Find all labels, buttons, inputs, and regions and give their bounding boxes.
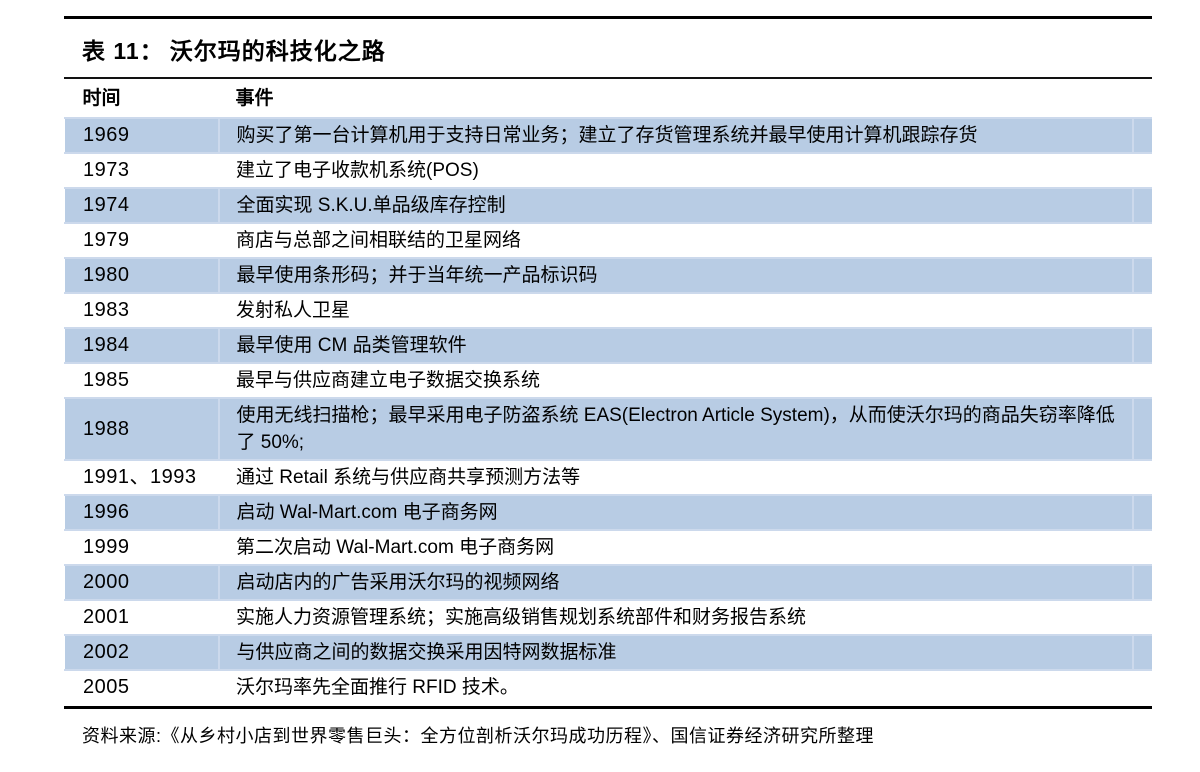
event-cell: 启动 Wal-Mart.com 电子商务网 bbox=[217, 494, 1133, 531]
table-caption: 表 11： 沃尔玛的科技化之路 bbox=[64, 19, 1152, 77]
header-row: 时间 事件 bbox=[65, 79, 1152, 118]
spacer-cell bbox=[1131, 117, 1152, 154]
caption-divider-rule bbox=[64, 77, 1152, 79]
event-cell: 实施人力资源管理系统；实施高级销售规划系统部件和财务报告系统 bbox=[236, 607, 807, 628]
table-row: 1979 商店与总部之间相联结的卫星网络 bbox=[65, 223, 1152, 258]
table-row: 1996 启动 Wal-Mart.com 电子商务网 bbox=[64, 494, 1152, 531]
year-cell: 1999 bbox=[83, 536, 130, 558]
spacer-cell bbox=[1131, 327, 1152, 364]
spacer-cell bbox=[1131, 634, 1152, 671]
spacer-cell bbox=[1133, 153, 1152, 188]
year-cell: 1988 bbox=[64, 397, 219, 461]
table-row: 1980 最早使用条形码；并于当年统一产品标识码 bbox=[64, 257, 1152, 294]
table-row: 1974 全面实现 S.K.U.单品级库存控制 bbox=[64, 187, 1152, 224]
source-note: 资料来源:《从乡村小店到世界零售巨头：全方位剖析沃尔玛成功历程》、国信证券经济研… bbox=[82, 725, 874, 746]
year-cell: 1979 bbox=[83, 229, 130, 251]
event-cell: 购买了第一台计算机用于支持日常业务；建立了存货管理系统并最早使用计算机跟踪存货 bbox=[217, 117, 1133, 154]
year-cell: 1983 bbox=[83, 299, 130, 321]
table-number-label: 表 11： bbox=[82, 38, 164, 64]
table-title: 沃尔玛的科技化之路 bbox=[169, 38, 386, 64]
year-cell: 2000 bbox=[64, 564, 219, 601]
spacer-cell bbox=[1131, 397, 1152, 461]
spacer-cell bbox=[1131, 564, 1152, 601]
year-cell: 1996 bbox=[64, 494, 219, 531]
table-row: 1984 最早使用 CM 品类管理软件 bbox=[64, 327, 1152, 364]
spacer-cell bbox=[1133, 223, 1152, 258]
year-cell: 1984 bbox=[64, 327, 219, 364]
spacer-cell bbox=[1131, 494, 1152, 531]
year-cell: 1973 bbox=[83, 159, 130, 181]
year-cell: 1985 bbox=[83, 369, 130, 391]
spacer-cell bbox=[1133, 530, 1152, 565]
spacer-cell bbox=[1133, 363, 1152, 398]
column-header-spacer bbox=[1133, 79, 1152, 118]
timeline-table: 时间 事件 1969 购买了第一台计算机用于支持日常业务；建立了存货管理系统并最早… bbox=[64, 79, 1152, 706]
event-cell: 沃尔玛率先全面推行 RFID 技术。 bbox=[236, 677, 519, 699]
event-cell: 发射私人卫星 bbox=[236, 300, 351, 321]
table-row: 1988 使用无线扫描枪；最早采用电子防盗系统 EAS(Electron Arti… bbox=[64, 397, 1152, 461]
table-row: 2005 沃尔玛率先全面推行 RFID 技术。 bbox=[65, 670, 1152, 705]
table-row: 2001 实施人力资源管理系统；实施高级销售规划系统部件和财务报告系统 bbox=[65, 600, 1152, 635]
table-row: 1973 建立了电子收款机系统(POS) bbox=[65, 153, 1152, 188]
spacer-cell bbox=[1133, 460, 1152, 495]
year-cell: 2002 bbox=[64, 634, 219, 671]
table-row: 1999 第二次启动 Wal-Mart.com 电子商务网 bbox=[65, 530, 1152, 565]
event-cell: 使用无线扫描枪；最早采用电子防盗系统 EAS(Electron Article … bbox=[217, 397, 1133, 461]
event-cell: 最早与供应商建立电子数据交换系统 bbox=[236, 370, 541, 391]
table-row: 1983 发射私人卫星 bbox=[65, 293, 1152, 328]
bottom-rule bbox=[64, 705, 1152, 709]
report-table-figure: 表 11： 沃尔玛的科技化之路 时间 事件 1969 购买了第一台计算机用于支持日常… bbox=[64, 16, 1152, 748]
spacer-cell bbox=[1131, 257, 1152, 294]
event-cell: 最早使用条形码；并于当年统一产品标识码 bbox=[217, 257, 1133, 294]
event-cell: 与供应商之间的数据交换采用因特网数据标准 bbox=[217, 634, 1133, 671]
table-body: 1969 购买了第一台计算机用于支持日常业务；建立了存货管理系统并最早使用计算机跟… bbox=[64, 117, 1152, 705]
table-row: 2000 启动店内的广告采用沃尔玛的视频网络 bbox=[64, 564, 1152, 601]
year-cell: 1974 bbox=[64, 187, 219, 224]
table-row: 2002 与供应商之间的数据交换采用因特网数据标准 bbox=[64, 634, 1152, 671]
event-cell: 建立了电子收款机系统(POS) bbox=[236, 160, 479, 181]
year-cell: 1969 bbox=[64, 117, 219, 154]
spacer-cell bbox=[1133, 293, 1152, 328]
column-header-time: 时间 bbox=[82, 87, 121, 109]
event-cell: 通过 Retail 系统与供应商共享预测方法等 bbox=[236, 467, 581, 488]
table-row: 1985 最早与供应商建立电子数据交换系统 bbox=[65, 363, 1152, 398]
year-cell: 2005 bbox=[83, 676, 130, 699]
table-row: 1969 购买了第一台计算机用于支持日常业务；建立了存货管理系统并最早使用计算机跟… bbox=[64, 117, 1152, 154]
spacer-cell bbox=[1133, 670, 1152, 705]
table-row: 1991、1993 通过 Retail 系统与供应商共享预测方法等 bbox=[65, 460, 1152, 495]
event-cell: 启动店内的广告采用沃尔玛的视频网络 bbox=[217, 564, 1133, 601]
spacer-cell bbox=[1133, 600, 1152, 635]
column-header-event: 事件 bbox=[235, 87, 274, 109]
year-cell: 1991、1993 bbox=[83, 466, 197, 488]
year-cell: 2001 bbox=[83, 606, 130, 628]
event-cell: 商店与总部之间相联结的卫星网络 bbox=[236, 230, 522, 251]
spacer-cell bbox=[1131, 187, 1152, 224]
event-cell: 第二次启动 Wal-Mart.com 电子商务网 bbox=[236, 537, 555, 558]
table-header: 时间 事件 bbox=[65, 79, 1152, 118]
event-cell: 全面实现 S.K.U.单品级库存控制 bbox=[217, 187, 1133, 224]
top-rule bbox=[64, 16, 1152, 19]
year-cell: 1980 bbox=[64, 257, 219, 294]
event-cell: 最早使用 CM 品类管理软件 bbox=[217, 327, 1133, 364]
